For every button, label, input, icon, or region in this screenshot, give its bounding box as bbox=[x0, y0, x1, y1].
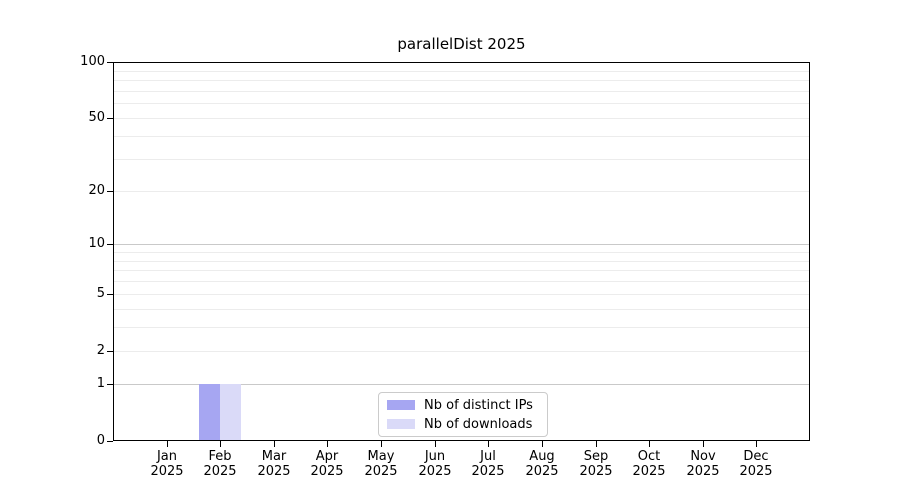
gridline-minor bbox=[114, 136, 809, 137]
x-tick-label-line: Jun bbox=[424, 449, 446, 464]
y-tick-mark bbox=[107, 384, 113, 385]
y-tick-mark bbox=[107, 441, 113, 442]
x-tick-mark bbox=[703, 441, 704, 447]
x-tick-label: Sep 2025 bbox=[566, 449, 626, 479]
x-tick-label-line: Apr bbox=[315, 449, 339, 464]
x-tick-mark bbox=[649, 441, 650, 447]
x-tick-label-line: 2025 bbox=[579, 464, 613, 479]
x-tick-label-line: 2025 bbox=[150, 464, 184, 479]
x-tick-label: Apr 2025 bbox=[297, 449, 357, 479]
legend-swatch-downloads bbox=[387, 419, 415, 429]
legend-item-distinct-ips: Nb of distinct IPs bbox=[387, 397, 547, 413]
x-tick-mark bbox=[435, 441, 436, 447]
y-tick-mark bbox=[107, 294, 113, 295]
gridline-minor bbox=[114, 80, 809, 81]
gridline-minor bbox=[114, 159, 809, 160]
gridline-minor bbox=[114, 327, 809, 328]
x-tick-label-line: 2025 bbox=[632, 464, 666, 479]
legend-item-downloads: Nb of downloads bbox=[387, 416, 547, 432]
x-tick-label: Oct 2025 bbox=[619, 449, 679, 479]
x-tick-label-line: Jan bbox=[156, 449, 178, 464]
gridline-minor bbox=[114, 91, 809, 92]
gridline-minor bbox=[114, 71, 809, 72]
x-tick-label-line: 2025 bbox=[310, 464, 344, 479]
gridline-minor bbox=[114, 294, 809, 295]
x-tick-label-line: Jul bbox=[480, 449, 496, 464]
x-tick-label-line: Mar bbox=[261, 449, 287, 464]
y-tick-label: 20 bbox=[88, 183, 105, 198]
x-tick-label-line: 2025 bbox=[471, 464, 505, 479]
gridline-minor bbox=[114, 281, 809, 282]
x-tick-label-line: 2025 bbox=[739, 464, 773, 479]
x-tick-label: Nov 2025 bbox=[673, 449, 733, 479]
legend-swatch-distinct-ips bbox=[387, 400, 415, 410]
x-tick-label: Jun 2025 bbox=[405, 449, 465, 479]
x-tick-label-line: 2025 bbox=[364, 464, 398, 479]
x-tick-label-line: May bbox=[367, 449, 395, 464]
x-tick-label-line: 2025 bbox=[686, 464, 720, 479]
bar-nb-of-downloads bbox=[220, 384, 241, 440]
y-tick-label: 2 bbox=[96, 343, 105, 358]
x-tick-mark bbox=[756, 441, 757, 447]
x-tick-mark bbox=[542, 441, 543, 447]
gridline-minor bbox=[114, 261, 809, 262]
x-tick-label-line: Nov bbox=[690, 449, 716, 464]
x-tick-label-line: 2025 bbox=[257, 464, 291, 479]
x-tick-label: Jan 2025 bbox=[137, 449, 197, 479]
y-tick-label: 5 bbox=[96, 286, 105, 301]
x-tick-label: Feb 2025 bbox=[190, 449, 250, 479]
y-tick-mark bbox=[107, 244, 113, 245]
legend-label-distinct-ips: Nb of distinct IPs bbox=[424, 397, 533, 413]
x-tick-label-line: Feb bbox=[208, 449, 232, 464]
gridline-minor bbox=[114, 270, 809, 271]
y-tick-mark bbox=[107, 62, 113, 63]
x-tick-mark bbox=[220, 441, 221, 447]
x-tick-mark bbox=[327, 441, 328, 447]
x-tick-mark bbox=[274, 441, 275, 447]
x-tick-label-line: Oct bbox=[637, 449, 661, 464]
y-tick-label: 0 bbox=[96, 433, 105, 448]
x-tick-label-line: 2025 bbox=[203, 464, 237, 479]
x-tick-label-line: Sep bbox=[583, 449, 609, 464]
x-tick-mark bbox=[381, 441, 382, 447]
gridline-minor bbox=[114, 252, 809, 253]
chart-title: parallelDist 2025 bbox=[397, 35, 526, 53]
gridline-minor bbox=[114, 118, 809, 119]
x-tick-mark bbox=[488, 441, 489, 447]
gridline-minor bbox=[114, 351, 809, 352]
x-tick-label-line: Aug bbox=[529, 449, 555, 464]
x-tick-label-line: Dec bbox=[743, 449, 769, 464]
x-tick-label: Jul 2025 bbox=[458, 449, 518, 479]
y-tick-label: 1 bbox=[96, 376, 105, 391]
legend-label-downloads: Nb of downloads bbox=[424, 416, 533, 432]
y-tick-mark bbox=[107, 351, 113, 352]
x-tick-mark bbox=[167, 441, 168, 447]
plot-area bbox=[113, 62, 810, 441]
gridline-minor bbox=[114, 103, 809, 104]
gridline-major bbox=[114, 244, 809, 245]
y-tick-label: 50 bbox=[88, 110, 105, 125]
y-tick-mark bbox=[107, 118, 113, 119]
x-tick-label: Dec 2025 bbox=[726, 449, 786, 479]
bar-nb-of-distinct-ips bbox=[199, 384, 220, 440]
x-tick-label: Aug 2025 bbox=[512, 449, 572, 479]
x-tick-label: May 2025 bbox=[351, 449, 411, 479]
x-tick-label: Mar 2025 bbox=[244, 449, 304, 479]
x-tick-label-line: 2025 bbox=[418, 464, 452, 479]
gridline-minor bbox=[114, 309, 809, 310]
gridline-major bbox=[114, 384, 809, 385]
y-tick-label: 10 bbox=[88, 236, 105, 251]
legend: Nb of distinct IPs Nb of downloads bbox=[378, 392, 548, 437]
x-tick-mark bbox=[596, 441, 597, 447]
gridline-minor bbox=[114, 191, 809, 192]
x-tick-label-line: 2025 bbox=[525, 464, 559, 479]
y-tick-mark bbox=[107, 191, 113, 192]
y-tick-label: 100 bbox=[80, 54, 105, 69]
